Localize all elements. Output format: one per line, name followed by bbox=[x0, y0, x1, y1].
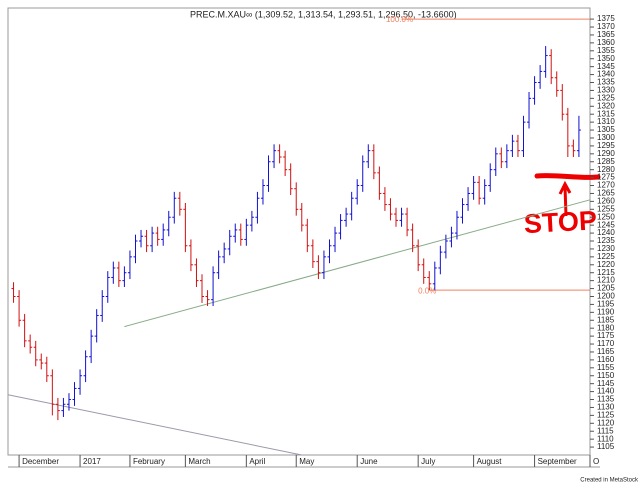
y-tick-label: 1370 bbox=[597, 22, 615, 31]
y-tick-label: 1110 bbox=[597, 434, 614, 443]
y-tick-label: 1165 bbox=[597, 347, 615, 356]
y-tick-label: 1105 bbox=[597, 442, 615, 451]
x-tick-label: June bbox=[360, 457, 378, 466]
y-tick-label: 1305 bbox=[597, 125, 615, 134]
y-tick-label: 1215 bbox=[597, 268, 615, 277]
y-tick-label: 1295 bbox=[597, 141, 615, 150]
y-tick-label: 1200 bbox=[597, 292, 615, 301]
y-tick-label: 1195 bbox=[597, 300, 615, 309]
y-tick-label: 1280 bbox=[597, 165, 615, 174]
x-tick-label: April bbox=[249, 457, 265, 466]
y-tick-label: 1290 bbox=[597, 149, 615, 158]
y-tick-label: 1330 bbox=[597, 86, 615, 95]
y-tick-label: 1150 bbox=[597, 371, 615, 380]
y-tick-label: 1365 bbox=[597, 30, 615, 39]
y-tick-label: 1170 bbox=[597, 339, 615, 348]
y-tick-label: 1345 bbox=[597, 62, 615, 71]
y-tick-label: 1275 bbox=[597, 173, 615, 182]
y-tick-label: 1285 bbox=[597, 157, 615, 166]
y-tick-label: 1325 bbox=[597, 93, 615, 102]
plot-frame bbox=[7, 7, 591, 456]
stop-arrow bbox=[558, 180, 572, 217]
trendline bbox=[7, 394, 302, 456]
footer: Created in MetaStock bbox=[580, 478, 639, 484]
y-tick-label: 1350 bbox=[597, 54, 615, 63]
stop-line bbox=[534, 173, 601, 180]
x-tick-label: 2017 bbox=[83, 457, 101, 466]
y-tick-label: 1130 bbox=[597, 403, 615, 412]
y-tick-label: 1260 bbox=[597, 196, 615, 205]
y-tick-label: 1335 bbox=[597, 78, 615, 87]
x-tick-label: December bbox=[22, 457, 59, 466]
y-tick-label: 1115 bbox=[597, 426, 614, 435]
y-tick-label: 1340 bbox=[597, 70, 615, 79]
fib-level-label: 100.0% bbox=[386, 15, 413, 24]
y-tick-label: 1185 bbox=[597, 315, 615, 324]
y-tick-label: 1375 bbox=[597, 14, 615, 23]
x-tick-label: July bbox=[421, 457, 435, 466]
x-tick-label: March bbox=[188, 457, 210, 466]
y-tick-label: 1120 bbox=[597, 418, 615, 427]
y-tick-label: 1140 bbox=[597, 387, 615, 396]
y-tick-label: 1360 bbox=[597, 38, 615, 47]
y-tick-label: 1230 bbox=[597, 244, 615, 253]
x-tick-label: February bbox=[133, 457, 165, 466]
y-tick-label: 1265 bbox=[597, 189, 615, 198]
y-tick-label: 1250 bbox=[597, 212, 615, 221]
y-tick-label: 1180 bbox=[597, 323, 615, 332]
y-tick-label: 1190 bbox=[597, 307, 615, 316]
chart-title: PREC.M.XAU∞ (1,309.52, 1,313.54, 1,293.5… bbox=[190, 9, 457, 19]
stop-annotation: STOP bbox=[523, 205, 598, 239]
y-tick-label: 1155 bbox=[597, 363, 615, 372]
y-tick-label: 1125 bbox=[597, 410, 615, 419]
y-tick-label: 1225 bbox=[597, 252, 615, 261]
x-tick-label: September bbox=[538, 457, 577, 466]
fib-level-label: 0.0% bbox=[418, 286, 436, 295]
y-tick-label: 1240 bbox=[597, 228, 615, 237]
trendline bbox=[124, 199, 591, 328]
x-tick-label: August bbox=[477, 457, 503, 466]
y-tick-label: 1355 bbox=[597, 46, 615, 55]
y-tick-label: 1270 bbox=[597, 181, 615, 190]
y-tick-label: 1210 bbox=[597, 276, 615, 285]
y-tick-label: 1175 bbox=[597, 331, 615, 340]
y-tick-label: 1315 bbox=[597, 109, 615, 118]
y-tick-label: 1255 bbox=[597, 204, 615, 213]
y-tick-label: 1235 bbox=[597, 236, 615, 245]
y-tick-label: 1310 bbox=[597, 117, 615, 126]
y-tick-label: 1135 bbox=[597, 395, 615, 404]
y-tick-label: 1220 bbox=[597, 260, 615, 269]
x-tick-label: O bbox=[593, 457, 599, 466]
y-tick-label: 1145 bbox=[597, 379, 615, 388]
y-tick-label: 1320 bbox=[597, 101, 615, 110]
y-tick-label: 1205 bbox=[597, 284, 615, 293]
y-tick-label: 1300 bbox=[597, 133, 615, 142]
y-tick-label: 1245 bbox=[597, 220, 615, 229]
y-tick-label: 1160 bbox=[597, 355, 615, 364]
x-tick-label: May bbox=[299, 457, 314, 466]
